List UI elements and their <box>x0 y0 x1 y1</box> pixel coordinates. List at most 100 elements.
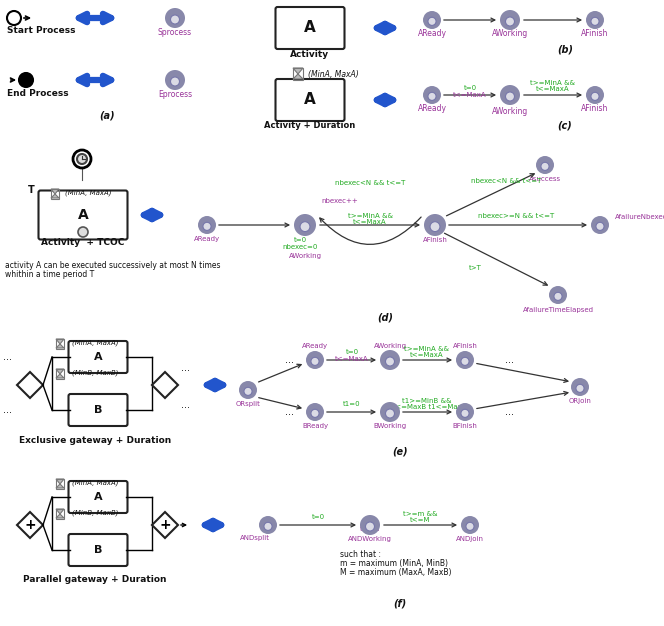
Circle shape <box>571 378 589 396</box>
Text: AfailureNbexec: AfailureNbexec <box>615 214 664 220</box>
Circle shape <box>428 18 436 26</box>
Text: BReady: BReady <box>302 423 328 429</box>
Text: AReady: AReady <box>418 104 446 113</box>
Text: whithin a time period T: whithin a time period T <box>5 270 94 279</box>
Text: (MinA, MaxA): (MinA, MaxA) <box>72 480 118 486</box>
Text: t<=MaxA: t<=MaxA <box>410 352 444 358</box>
Text: (b): (b) <box>557 44 573 54</box>
Text: (e): (e) <box>392 447 408 457</box>
Text: (MinB, MaxB): (MinB, MaxB) <box>72 510 118 516</box>
Text: Eprocess: Eprocess <box>158 90 192 99</box>
Circle shape <box>536 156 554 174</box>
Text: t=0: t=0 <box>463 85 477 91</box>
Circle shape <box>554 292 562 300</box>
Text: Activity + Duration: Activity + Duration <box>264 121 356 130</box>
Circle shape <box>73 150 91 168</box>
Text: AWorking: AWorking <box>288 253 321 259</box>
Polygon shape <box>17 372 43 398</box>
Text: ANDsplit: ANDsplit <box>240 535 270 541</box>
Text: (f): (f) <box>393 598 406 608</box>
Text: m = maximum (MinA, MinB): m = maximum (MinA, MinB) <box>340 559 448 568</box>
Polygon shape <box>51 194 59 198</box>
Circle shape <box>591 216 609 234</box>
Circle shape <box>365 522 374 531</box>
Text: B: B <box>94 545 102 555</box>
Circle shape <box>294 214 316 236</box>
Circle shape <box>165 8 185 28</box>
Text: Activity  + TCOC: Activity + TCOC <box>41 238 125 247</box>
Text: t<=M: t<=M <box>410 517 430 523</box>
Text: (MinA, MaxA): (MinA, MaxA) <box>308 69 359 78</box>
Text: nbexec<N && t<=T: nbexec<N && t<=T <box>335 180 405 186</box>
Circle shape <box>586 86 604 104</box>
Circle shape <box>171 15 179 24</box>
Text: ...: ... <box>181 363 189 373</box>
Text: t<=MaxA: t<=MaxA <box>537 86 570 92</box>
Circle shape <box>591 18 599 26</box>
Circle shape <box>380 350 400 370</box>
Circle shape <box>380 402 400 422</box>
Polygon shape <box>152 512 178 538</box>
Circle shape <box>505 92 515 101</box>
Text: t>T: t>T <box>469 265 481 271</box>
Circle shape <box>259 516 277 534</box>
Text: such that :: such that : <box>340 550 381 559</box>
Circle shape <box>596 222 604 230</box>
Text: AWorking: AWorking <box>373 343 406 349</box>
FancyBboxPatch shape <box>68 534 127 566</box>
Circle shape <box>306 403 324 421</box>
Circle shape <box>198 216 216 234</box>
Text: M = maximum (MaxA, MaxB): M = maximum (MaxA, MaxB) <box>340 568 452 577</box>
Circle shape <box>576 384 584 393</box>
Text: ANDWorking: ANDWorking <box>348 536 392 542</box>
Circle shape <box>505 17 515 26</box>
Circle shape <box>360 515 380 535</box>
Circle shape <box>430 222 440 232</box>
Text: (MinA, MaxA): (MinA, MaxA) <box>72 340 118 346</box>
Text: AFinish: AFinish <box>581 104 609 113</box>
Circle shape <box>500 85 520 105</box>
Text: ANDjoin: ANDjoin <box>456 536 484 542</box>
Text: AFinish: AFinish <box>422 237 448 243</box>
Polygon shape <box>51 189 59 194</box>
Text: AReady: AReady <box>302 343 328 349</box>
Text: (MinB, MaxB): (MinB, MaxB) <box>72 370 118 376</box>
Text: t=0: t=0 <box>345 349 359 355</box>
Circle shape <box>311 409 319 418</box>
Text: t1<=MaxB t1<=MaxB: t1<=MaxB t1<=MaxB <box>388 404 466 410</box>
Circle shape <box>203 222 211 230</box>
Polygon shape <box>56 369 64 374</box>
Text: ...: ... <box>181 400 189 410</box>
Polygon shape <box>293 74 303 79</box>
Text: BFinish: BFinish <box>453 423 477 429</box>
Text: A: A <box>94 492 102 502</box>
Polygon shape <box>56 479 64 484</box>
Text: (a): (a) <box>99 110 115 120</box>
Text: nbexec=0: nbexec=0 <box>282 244 317 250</box>
Text: t1>=MinB &&: t1>=MinB && <box>402 398 452 404</box>
FancyBboxPatch shape <box>276 79 345 121</box>
Text: ...: ... <box>3 352 13 362</box>
Circle shape <box>591 92 599 100</box>
Text: Start Process: Start Process <box>7 26 76 35</box>
Polygon shape <box>56 374 64 378</box>
Circle shape <box>171 77 179 86</box>
Text: ...: ... <box>505 355 515 365</box>
FancyBboxPatch shape <box>68 394 127 426</box>
Polygon shape <box>17 512 43 538</box>
Text: nbexec<N && t<=T: nbexec<N && t<=T <box>471 178 541 184</box>
Text: A: A <box>78 208 88 222</box>
Polygon shape <box>152 372 178 398</box>
Text: BWorking: BWorking <box>373 423 406 429</box>
Circle shape <box>244 387 252 396</box>
Text: activity A can be executed successively at most N times: activity A can be executed successively … <box>5 261 220 270</box>
Text: +: + <box>24 518 36 532</box>
Circle shape <box>239 381 257 399</box>
Circle shape <box>424 214 446 236</box>
Circle shape <box>165 70 185 90</box>
FancyBboxPatch shape <box>68 341 127 373</box>
Text: t<=M: t<=M <box>360 526 380 532</box>
Circle shape <box>428 92 436 100</box>
Circle shape <box>386 409 394 418</box>
Circle shape <box>549 286 567 304</box>
